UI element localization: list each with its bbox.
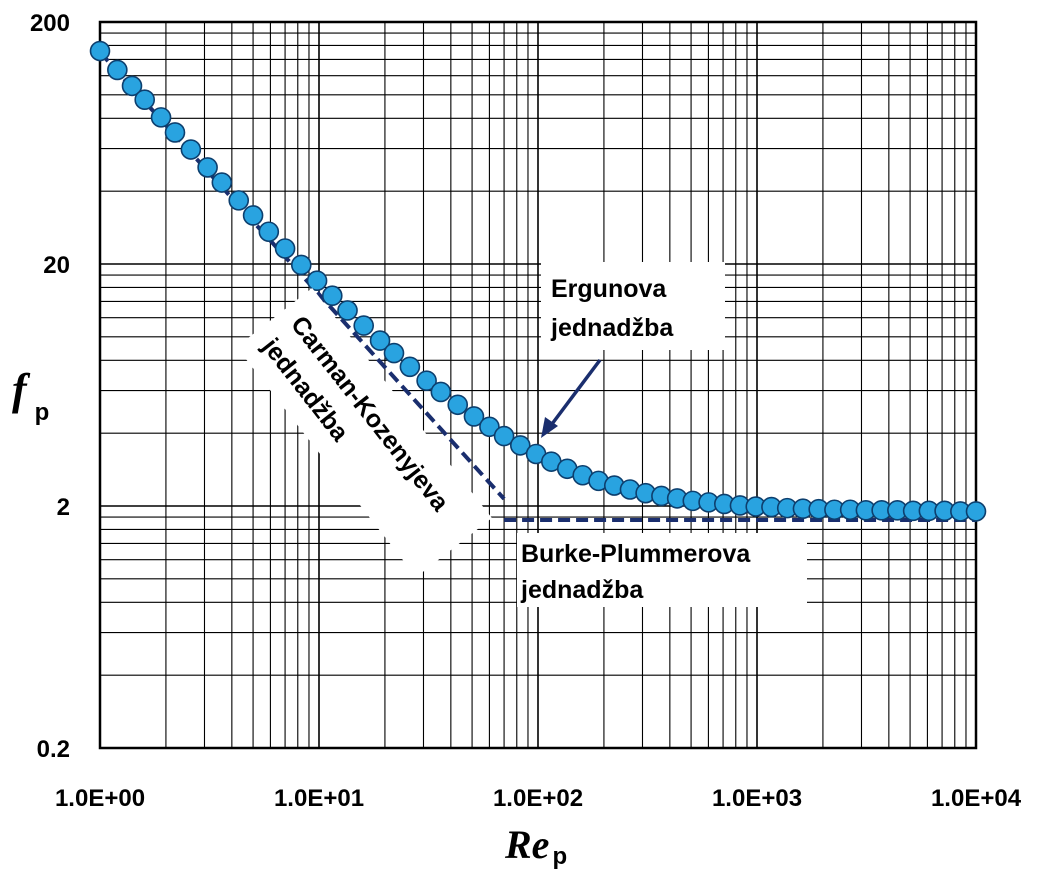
data-point [369, 330, 391, 351]
annotation-burke-plummer-box [517, 533, 807, 607]
data-point [383, 342, 405, 364]
x-tick-label: 1.0E+03 [712, 785, 802, 812]
y-axis-title-sub: p [35, 399, 50, 426]
x-axis-title: Re p [504, 822, 567, 870]
annotation-carman-kozeny-box [236, 287, 492, 578]
data-point [493, 425, 515, 447]
x-tick-label: 1.0E+02 [493, 785, 583, 812]
annotation-ergun: Ergunova jednadžba [541, 262, 725, 438]
data-point [509, 435, 531, 456]
data-point [353, 315, 375, 336]
annotation-burke-plummer: Burke-Plummerova jednadžba [517, 533, 807, 607]
y-tick-label: 0.2 [37, 736, 70, 763]
data-point [306, 270, 328, 292]
y-tick-label: 20 [43, 252, 70, 279]
annotation-ergun-line1: Ergunova [551, 275, 667, 303]
data-point [164, 122, 186, 143]
annotation-ergun-box [541, 262, 725, 350]
series-points [89, 40, 987, 522]
data-point [416, 370, 437, 391]
y-tick-label: 200 [30, 10, 70, 37]
data-point [290, 254, 312, 276]
annotation-ergun-line2: jednadžba [550, 314, 674, 342]
data-point [89, 40, 111, 62]
data-point [197, 157, 218, 178]
data-point [150, 107, 172, 128]
annotation-ergun-arrow [547, 358, 602, 430]
data-point [211, 172, 233, 193]
data-point [258, 221, 280, 243]
y-tick-label: 2 [57, 494, 70, 521]
data-point [430, 381, 452, 403]
data-point [463, 406, 485, 427]
data-point [242, 205, 264, 226]
x-tick-labels: 1.0E+00 1.0E+01 1.0E+02 1.0E+03 1.0E+04 [55, 785, 1022, 812]
x-tick-label: 1.0E+00 [55, 785, 145, 812]
data-point [399, 356, 421, 378]
data-point [447, 394, 469, 416]
y-tick-labels: 0.2 2 20 200 [30, 10, 70, 763]
data-point [321, 285, 343, 307]
grid [99, 22, 976, 749]
annotation-ergun-arrowhead-icon [541, 417, 558, 438]
annotation-burke-plummer-line1: Burke-Plummerova [521, 540, 751, 568]
data-point [965, 501, 987, 522]
y-axis-title-main: f [12, 365, 31, 414]
data-point [228, 190, 250, 211]
data-point [107, 59, 128, 81]
annotation-burke-plummer-line2: jednadžba [520, 576, 644, 604]
data-point [134, 89, 156, 110]
x-axis-title-sub: p [552, 843, 567, 870]
x-tick-label: 1.0E+01 [274, 785, 364, 812]
plot-frame [98, 20, 978, 750]
x-tick-label: 1.0E+04 [931, 785, 1022, 812]
data-point [337, 300, 358, 321]
data-point [180, 139, 202, 160]
data-point [479, 416, 500, 438]
x-axis-title-main: Re [504, 822, 549, 867]
data-point [274, 238, 296, 259]
data-point [121, 75, 143, 97]
